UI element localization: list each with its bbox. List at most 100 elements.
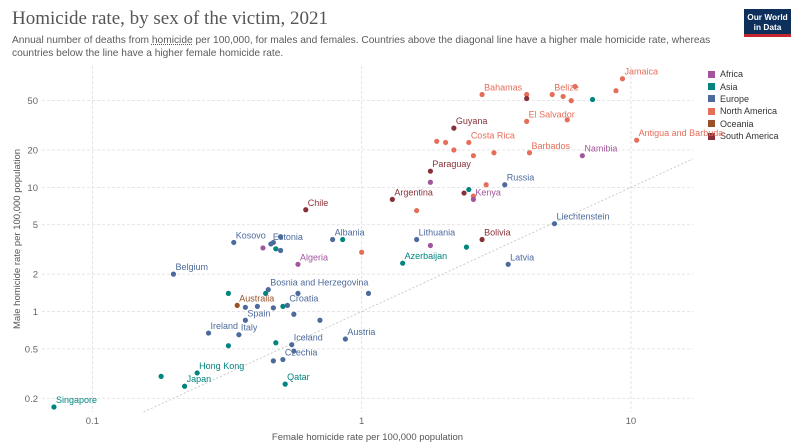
data-point (483, 182, 489, 188)
x-tick-label: 10 (626, 416, 637, 427)
point-label: Czechia (285, 348, 318, 358)
chart-subtitle: Annual number of deaths from homicide pe… (12, 34, 724, 60)
subtitle-text-after: per 100,000, for males and females. Coun… (12, 35, 711, 59)
data-point (265, 287, 271, 293)
point-label: Iceland (294, 333, 323, 343)
data-point (505, 261, 511, 267)
legend-item[interactable]: Europe (708, 93, 779, 105)
data-point (280, 303, 286, 309)
data-point (451, 125, 457, 131)
point-label: Albania (335, 228, 365, 238)
data-point (613, 88, 619, 94)
data-point (291, 348, 297, 354)
point-label: Qatar (287, 372, 310, 382)
data-point (365, 290, 372, 296)
legend-swatch (708, 107, 715, 115)
logo-line-1: Our World (747, 12, 788, 22)
data-point (340, 236, 346, 243)
data-point (284, 302, 291, 308)
point-label: Lithuania (419, 228, 456, 238)
data-point (549, 91, 555, 98)
point-label: Spain (247, 308, 270, 318)
point-label: Costa Rica (471, 130, 515, 140)
legend-item[interactable]: Africa (708, 68, 779, 80)
point-label: Argentina (394, 187, 433, 197)
point-label: Belize (554, 82, 579, 92)
y-axis-title: Male homicide rate per 100,000 populatio… (12, 149, 23, 329)
data-point (619, 76, 626, 82)
data-point (572, 83, 578, 90)
data-point (295, 290, 301, 296)
data-point (282, 381, 288, 387)
data-point (273, 340, 279, 346)
point-label: Japan (187, 374, 212, 384)
legend-label: Africa (720, 69, 744, 80)
data-point (579, 153, 585, 159)
point-label: Azerbaijan (405, 251, 448, 261)
point-label: Bolivia (484, 228, 511, 238)
data-point (254, 303, 260, 309)
y-tick-label: 5 (33, 220, 38, 231)
x-tick-label: 1 (359, 416, 364, 427)
data-point (170, 271, 177, 277)
data-point (317, 317, 323, 323)
data-point (463, 244, 470, 250)
data-point (451, 147, 457, 153)
data-point (414, 207, 420, 214)
x-axis-title: Female homicide rate per 100,000 populat… (272, 432, 463, 443)
y-tick-label: 10 (27, 183, 38, 194)
point-label: Hong Kong (199, 361, 244, 371)
legend-swatch (708, 70, 715, 78)
data-point (400, 260, 406, 266)
legend-item[interactable]: Oceania (708, 118, 779, 130)
legend-item[interactable]: Asia (708, 80, 779, 92)
legend: Africa Asia Europe North America Oceania Sout… (708, 68, 779, 142)
diagonal-line (143, 158, 694, 413)
data-point (234, 302, 240, 308)
y-tick-label: 50 (27, 96, 38, 107)
data-point (551, 221, 558, 227)
y-tick-label: 0.5 (25, 344, 38, 355)
point-label: Austria (347, 327, 375, 337)
data-point (242, 304, 248, 310)
point-label: Singapore (56, 395, 97, 405)
point-label: Namibia (584, 144, 617, 154)
data-point (270, 358, 276, 364)
point-label: Bosnia and Herzegovina (270, 278, 368, 288)
data-point (270, 239, 276, 246)
x-tick-label: 0.1 (86, 416, 99, 427)
data-point (502, 182, 508, 188)
data-point (589, 96, 596, 103)
data-point (263, 290, 269, 296)
data-point (236, 332, 242, 338)
data-point (466, 139, 472, 146)
legend-item[interactable]: North America (708, 105, 779, 117)
data-point (260, 245, 266, 251)
legend-label: South America (720, 131, 779, 142)
point-label: Ireland (211, 321, 239, 331)
point-label: Jamaica (624, 67, 658, 77)
legend-item[interactable]: South America (708, 130, 779, 142)
legend-swatch (708, 83, 715, 91)
point-label: El Salvador (529, 109, 575, 119)
point-label: Belgium (175, 262, 208, 272)
data-point (225, 290, 232, 296)
data-point (470, 196, 477, 202)
point-label: Algeria (300, 252, 328, 262)
y-tick-label: 20 (27, 145, 38, 156)
data-point (427, 168, 434, 174)
homicide-link[interactable]: homicide (151, 35, 193, 46)
point-label: Antigua and Barbuda (639, 128, 724, 138)
point-label: Croatia (289, 293, 318, 303)
data-point (389, 196, 395, 202)
data-point (181, 383, 188, 389)
point-label: Guyana (456, 116, 488, 126)
point-label: Liechtenstein (556, 212, 609, 222)
legend-swatch (708, 95, 715, 103)
data-point (526, 150, 533, 156)
data-point (270, 305, 276, 311)
legend-swatch (708, 132, 715, 140)
y-tick-label: 0.2 (25, 394, 38, 405)
data-point (466, 186, 472, 193)
owid-logo[interactable]: Our World in Data (744, 9, 791, 37)
